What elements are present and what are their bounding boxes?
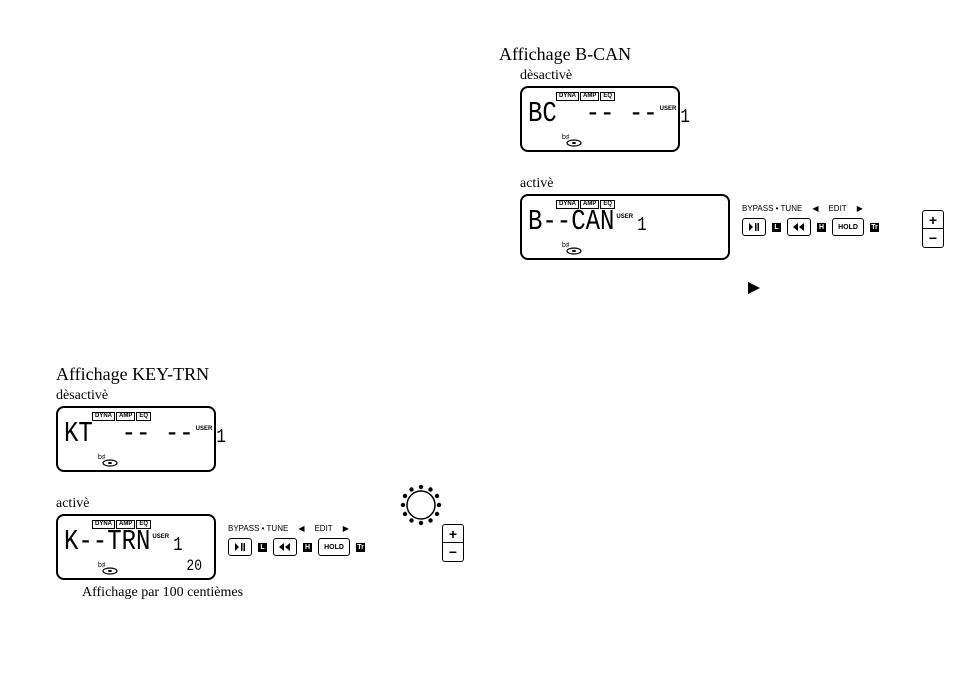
play-pause-button[interactable]: [228, 538, 252, 556]
keytrn-on-display: K--TRN: [64, 530, 150, 556]
user-tag: USER: [196, 426, 213, 432]
keytrn-off-display: KT -- --: [64, 422, 194, 448]
svg-text:b♯: b♯: [98, 562, 106, 569]
bcan-plus-minus[interactable]: + −: [922, 210, 944, 248]
disc-icon: b♯: [98, 561, 120, 575]
user-num: 1: [173, 532, 183, 558]
edit-label: EDIT: [314, 524, 332, 533]
bcan-on-label: activè: [520, 176, 553, 192]
disc-icon: b♯: [562, 241, 584, 255]
plus-button[interactable]: +: [443, 525, 463, 543]
keytrn-on-lcd: DYNA AMP EQ K--TRN USER 1 b♯ 20: [56, 514, 216, 580]
bcan-off-lcd: DYNA AMP EQ BC -- -- USER 1 b♯: [520, 86, 680, 152]
bcan-off-display: BC -- --: [528, 102, 658, 128]
bcan-on-display: B--CAN: [528, 210, 614, 236]
rewind-button[interactable]: [787, 218, 811, 236]
h-label: H: [817, 223, 826, 232]
triangle-left-icon: ◀: [298, 524, 304, 533]
bypass-tune-label: BYPASS • TUNE: [228, 524, 288, 533]
triangle-left-icon: ◀: [812, 204, 818, 213]
minus-button[interactable]: −: [443, 543, 463, 561]
keytrn-on-label: activè: [56, 496, 89, 512]
user-tag: USER: [616, 214, 633, 220]
svg-text:b♯: b♯: [562, 242, 570, 249]
user-tag: USER: [660, 106, 677, 112]
edit-label: EDIT: [828, 204, 846, 213]
bcan-off-label: dèsactivè: [520, 68, 572, 84]
svg-text:b♯: b♯: [98, 454, 106, 461]
plus-button[interactable]: +: [923, 211, 943, 229]
tr-label: Tr: [870, 223, 879, 232]
hold-button[interactable]: HOLD: [832, 218, 864, 236]
keytrn-off-lcd: DYNA AMP EQ KT -- -- USER 1 b♯: [56, 406, 216, 472]
dial-knob[interactable]: [399, 483, 443, 532]
user-num: 1: [680, 104, 690, 130]
h-label: H: [303, 543, 312, 552]
bypass-tune-label: BYPASS • TUNE: [742, 204, 802, 213]
svg-text:b♯: b♯: [562, 134, 570, 141]
rewind-button[interactable]: [273, 538, 297, 556]
bcan-on-lcd: DYNA AMP EQ B--CAN USER 1 b♯: [520, 194, 730, 260]
user-tag: USER: [152, 534, 169, 540]
triangle-right-icon: ▶: [343, 524, 349, 533]
user-num: 1: [637, 212, 647, 238]
user-num: 1: [216, 424, 226, 450]
disc-icon: b♯: [98, 453, 120, 467]
keytrn-title: Affichage KEY-TRN: [56, 364, 209, 385]
hold-button[interactable]: HOLD: [318, 538, 350, 556]
l-label: L: [258, 543, 267, 552]
l-label: L: [772, 223, 781, 232]
nav-right-icon: [746, 280, 764, 301]
disc-icon: b♯: [562, 133, 584, 147]
keytrn-caption: Affichage par 100 centièmes: [82, 585, 243, 601]
tr-label: Tr: [356, 543, 365, 552]
triangle-right-icon: ▶: [857, 204, 863, 213]
keytrn-off-label: dèsactivè: [56, 388, 108, 404]
keytrn-sub-value: 20: [186, 557, 202, 575]
bcan-title: Affichage B-CAN: [499, 44, 631, 65]
minus-button[interactable]: −: [923, 229, 943, 247]
keytrn-plus-minus[interactable]: + −: [442, 524, 464, 562]
play-pause-button[interactable]: [742, 218, 766, 236]
